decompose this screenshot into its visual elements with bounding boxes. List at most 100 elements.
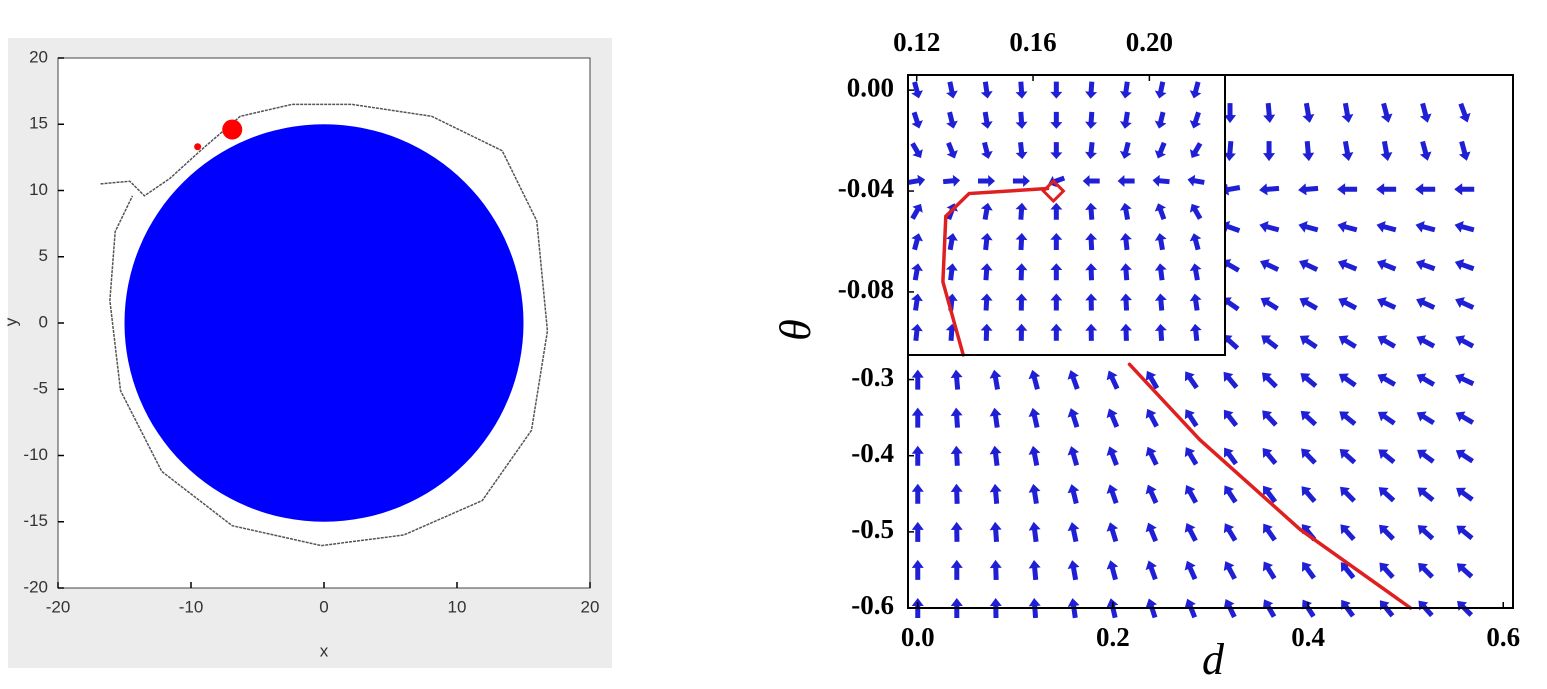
vector-arrow <box>911 263 923 281</box>
vector-arrow <box>1259 220 1280 233</box>
vector-arrow <box>1050 293 1063 311</box>
vector-arrow <box>1050 263 1063 281</box>
vector-arrow <box>1120 263 1132 281</box>
vector-arrow <box>1189 111 1202 129</box>
vector-arrow <box>989 521 1002 543</box>
vector-arrow <box>1454 220 1475 233</box>
vector-arrow <box>950 483 963 504</box>
vector-arrow <box>1378 449 1396 464</box>
plot-frame <box>907 74 1226 356</box>
x-tick-label: -10 <box>179 597 204 616</box>
vector-arrow <box>1454 183 1475 196</box>
vector-arrow <box>989 407 1002 428</box>
vector-arrow <box>1419 140 1432 161</box>
x-tick-label: 10 <box>448 597 467 616</box>
y-tick-label: 5 <box>39 246 48 265</box>
vector-arrow <box>1377 297 1397 310</box>
vector-arrow <box>1117 174 1135 187</box>
vector-arrow <box>946 81 958 99</box>
vector-arrow <box>1300 373 1318 388</box>
vector-arrow <box>1085 293 1098 311</box>
vector-arrow <box>1377 373 1397 387</box>
vector-arrow <box>1085 202 1098 220</box>
vector-arrow <box>1050 81 1063 99</box>
vector-arrow <box>1028 445 1041 467</box>
vector-arrow <box>1154 293 1167 311</box>
vector-arrow <box>1085 263 1098 281</box>
vector-arrow <box>1224 103 1237 124</box>
vector-arrow <box>1015 111 1028 129</box>
vector-arrow <box>1189 263 1202 281</box>
vector-arrow <box>1263 485 1278 504</box>
vector-arrow <box>1262 448 1278 465</box>
vector-arrow <box>1085 323 1098 341</box>
vector-arrow <box>1067 522 1080 543</box>
vector-arrow <box>910 203 923 220</box>
y-tick-label: 0.00 <box>847 72 894 102</box>
vector-arrow <box>911 407 924 428</box>
vector-arrow <box>1458 140 1471 161</box>
vector-arrow <box>1015 81 1028 99</box>
vector-arrow <box>1067 370 1080 390</box>
vector-arrow <box>1152 174 1170 187</box>
vector-arrow <box>1337 183 1358 196</box>
vector-arrow <box>1145 484 1159 504</box>
vector-arrow <box>1300 410 1318 427</box>
vector-arrow <box>911 233 923 251</box>
vector-arrow <box>1455 297 1475 310</box>
vector-arrow <box>1154 111 1167 129</box>
vector-arrow <box>1223 371 1239 389</box>
vector-arrow <box>1154 233 1167 251</box>
vector-arrow <box>980 81 993 99</box>
vector-arrow <box>1378 487 1396 503</box>
vector-arrow <box>1145 370 1160 390</box>
vector-arrow <box>907 174 926 187</box>
obstacle-circle <box>124 124 524 522</box>
vector-arrow <box>1455 373 1475 387</box>
vector-arrow <box>1302 561 1316 580</box>
vector-arrow <box>1377 335 1397 349</box>
vector-arrow <box>1417 449 1435 464</box>
vector-arrow <box>1015 141 1028 160</box>
vector-arrow <box>1298 220 1319 233</box>
vector-arrow <box>1262 561 1277 580</box>
vector-arrow <box>1184 560 1198 581</box>
vector-arrow <box>1455 335 1475 349</box>
x-tick-label: 0.0 <box>901 622 935 652</box>
inset-background <box>908 75 1225 355</box>
robot-marker <box>194 143 202 151</box>
y-tick-label: -0.4 <box>851 438 894 468</box>
vector-arrow <box>1416 411 1435 426</box>
vector-arrow <box>1418 562 1435 579</box>
vector-arrow <box>1012 174 1030 187</box>
vector-arrow <box>946 111 958 129</box>
vector-arrow <box>1419 102 1432 123</box>
vector-arrow <box>1340 562 1356 580</box>
vector-arrow <box>1067 446 1080 467</box>
vector-arrow <box>1154 323 1167 341</box>
vector-arrow <box>1458 102 1471 123</box>
y-tick-label: -15 <box>23 511 48 530</box>
vector-arrow <box>1379 524 1395 541</box>
vector-arrow <box>1341 140 1354 161</box>
vector-arrow <box>1299 335 1318 350</box>
vector-arrow <box>1301 486 1317 503</box>
vector-arrow <box>1189 142 1203 159</box>
x-axis-label: x <box>320 641 329 660</box>
vector-arrow <box>1456 525 1474 541</box>
vector-arrow <box>1015 263 1028 281</box>
vector-arrow <box>911 559 924 580</box>
vector-arrow <box>989 445 1002 466</box>
vector-arrow <box>1223 485 1238 504</box>
vector-arrow <box>1106 522 1119 543</box>
y-tick-label: -0.04 <box>838 173 894 203</box>
vector-arrow <box>1263 141 1276 162</box>
vector-arrow <box>1456 563 1474 579</box>
vector-arrow <box>980 202 993 221</box>
x-axis-label: d <box>1202 635 1225 684</box>
vector-arrow <box>1028 369 1041 390</box>
vector-arrow <box>1222 334 1240 351</box>
vector-arrow <box>989 483 1002 504</box>
vector-arrow <box>1415 259 1436 272</box>
y-tick-label: -5 <box>33 379 48 398</box>
